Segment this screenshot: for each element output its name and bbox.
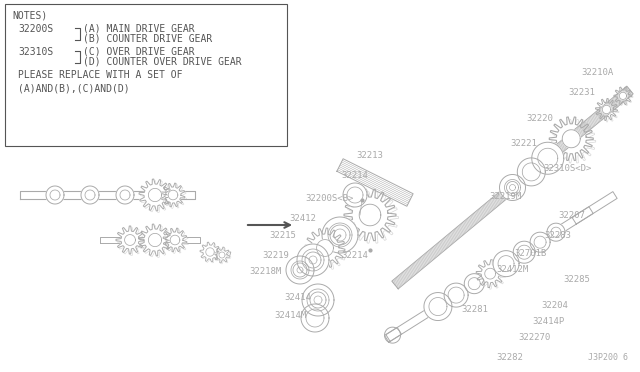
Polygon shape [310,292,326,308]
Polygon shape [46,186,64,204]
Text: 32231: 32231 [568,87,595,96]
Polygon shape [200,242,220,262]
Text: 32200S<B>: 32200S<B> [306,193,354,202]
Text: 32214: 32214 [342,170,369,180]
Polygon shape [161,183,185,207]
Polygon shape [444,283,468,307]
Polygon shape [305,228,345,268]
Text: 32310S: 32310S [18,47,53,57]
Polygon shape [139,179,171,211]
Polygon shape [116,226,144,254]
Polygon shape [214,247,230,263]
Polygon shape [337,159,413,206]
Text: 32310S<D>: 32310S<D> [544,164,592,173]
Polygon shape [614,87,632,105]
Polygon shape [125,235,136,246]
FancyBboxPatch shape [5,4,287,146]
Polygon shape [116,186,134,204]
Polygon shape [297,244,329,276]
Polygon shape [499,174,525,201]
Text: 32221: 32221 [511,138,538,148]
Polygon shape [563,130,580,148]
Polygon shape [392,86,633,289]
Text: 322270: 322270 [518,334,550,343]
Polygon shape [620,92,627,99]
Text: 32220: 32220 [527,113,554,122]
Polygon shape [20,191,195,199]
Polygon shape [602,105,611,114]
Polygon shape [424,292,452,321]
Polygon shape [530,232,550,252]
Polygon shape [204,245,231,258]
Polygon shape [148,233,161,247]
Polygon shape [549,117,593,161]
Text: 32414P: 32414P [532,317,564,327]
Polygon shape [344,189,396,241]
Polygon shape [464,274,484,294]
Text: 32215: 32215 [269,231,296,240]
Text: 32214: 32214 [342,250,369,260]
Text: 32218M: 32218M [249,267,281,276]
Text: 32282: 32282 [497,353,524,362]
Polygon shape [168,190,178,200]
Text: 32283: 32283 [545,231,572,240]
Polygon shape [163,228,187,252]
Polygon shape [81,186,99,204]
Text: 32200S: 32200S [18,24,53,34]
Polygon shape [385,327,401,342]
Polygon shape [148,188,161,202]
Text: 32412M: 32412M [496,266,528,275]
Polygon shape [386,192,617,341]
Text: NOTES): NOTES) [12,10,47,20]
Polygon shape [343,183,367,207]
Polygon shape [302,284,334,316]
Polygon shape [170,235,180,245]
Polygon shape [206,248,214,256]
Polygon shape [595,99,618,121]
Polygon shape [293,263,307,277]
Text: (D) COUNTER OVER DRIVE GEAR: (D) COUNTER OVER DRIVE GEAR [83,56,242,66]
Polygon shape [547,223,565,241]
Text: (A)AND(B),(C)AND(D): (A)AND(B),(C)AND(D) [18,83,130,93]
Polygon shape [286,256,314,284]
Polygon shape [513,241,535,263]
Text: 32414: 32414 [285,294,312,302]
Text: (C) OVER DRIVE GEAR: (C) OVER DRIVE GEAR [83,46,195,56]
Text: 32414M: 32414M [274,311,306,321]
Text: (A) MAIN DRIVE GEAR: (A) MAIN DRIVE GEAR [83,23,195,33]
Polygon shape [493,251,519,277]
Text: (B) COUNTER DRIVE GEAR: (B) COUNTER DRIVE GEAR [83,33,212,43]
Polygon shape [139,224,171,256]
Polygon shape [359,204,381,226]
Text: J3P200 6: J3P200 6 [588,353,628,362]
Polygon shape [100,237,200,243]
Text: 32219: 32219 [262,250,289,260]
Text: 32412: 32412 [289,214,316,222]
Polygon shape [301,304,329,332]
Polygon shape [476,260,504,288]
Text: PLEASE REPLACE WITH A SET OF: PLEASE REPLACE WITH A SET OF [18,70,182,80]
Text: 32204: 32204 [541,301,568,310]
Polygon shape [484,268,495,279]
Polygon shape [506,182,518,193]
Polygon shape [572,207,593,224]
Polygon shape [322,217,358,253]
Text: 32213: 32213 [356,151,383,160]
Polygon shape [532,142,564,174]
Polygon shape [305,252,321,268]
Polygon shape [219,252,225,258]
Text: 32219M: 32219M [489,192,521,201]
Polygon shape [517,158,545,186]
Text: 32701B: 32701B [514,250,546,259]
Text: 32210A: 32210A [581,67,613,77]
Text: 32281: 32281 [461,305,488,314]
Text: 32207: 32207 [559,211,586,219]
Polygon shape [330,225,350,245]
Polygon shape [317,240,333,256]
Text: 32285: 32285 [564,276,591,285]
